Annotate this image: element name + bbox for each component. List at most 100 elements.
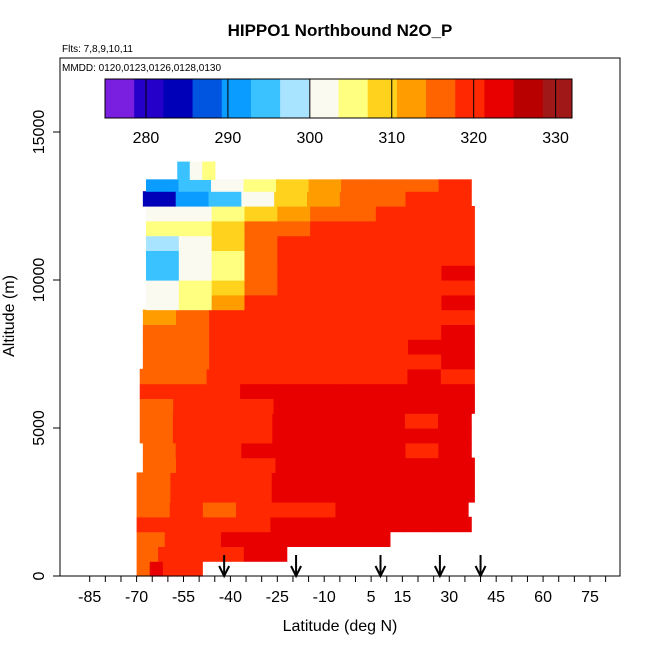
heatmap-cell [242,309,277,325]
heatmap-cell [242,354,277,370]
heatmap-cell [406,179,440,192]
heatmap-cell [370,516,405,533]
heatmap-cell [145,220,180,237]
heatmap-cell [274,442,308,459]
heatmap-cell [342,294,377,311]
heatmap-cell [339,487,374,503]
heatmap-cell [189,161,203,180]
heatmap-cell [438,413,472,429]
heatmap-cell [243,546,266,562]
heatmap-cell [310,206,344,222]
heatmap-cell [374,457,409,473]
heatmap-cell [408,220,443,237]
colorbar-tick-label: 310 [378,130,405,147]
heatmap-cell [136,516,171,533]
heatmap-cell [175,191,210,207]
heatmap-cell [341,179,375,192]
heatmap-cell [310,265,344,281]
heatmap-cell [372,442,407,459]
colorbar-swatch [396,79,427,118]
heatmap-cell [407,398,442,414]
heatmap-cell [222,546,245,562]
heatmap-cell [371,428,406,444]
y-axis-title: Altitude (m) [1,275,18,357]
heatmap-cell [206,383,241,399]
heatmap-cell [145,294,180,311]
heatmap-cell [200,546,223,562]
heatmap-cell [408,280,443,296]
heatmap-cell [405,442,439,459]
x-tick-label: 45 [487,589,505,606]
heatmap-cell [375,280,410,296]
colorbar-swatch [163,79,194,118]
heatmap-cell [271,487,307,503]
heatmap-cell [237,472,273,488]
heatmap-cell [211,206,246,222]
heatmap-cell [372,472,408,488]
heatmap-cell [302,502,337,518]
heatmap-cell [211,235,246,251]
heatmap-cell [404,428,439,444]
heatmap-cell [277,220,311,237]
heatmap-cell [240,383,275,399]
heatmap-cell [275,457,310,473]
colorbar-swatch [280,79,310,118]
heatmap-cell [341,354,376,370]
heatmap-cell [308,324,343,340]
heatmap-cell [136,487,171,503]
heatmap-cell [176,309,210,325]
heatmap-cell [340,368,375,385]
heatmap-cell [142,339,177,355]
y-axis: 0 5000 10000 15000 [31,110,61,580]
heatmap-cell [308,309,343,325]
chart-title: HIPPO1 Northbound N2O_P [228,21,453,40]
x-tick-label: -10 [313,589,336,606]
heatmap-cell [339,442,374,459]
heatmap-cell [172,413,207,429]
heatmap-cell [240,368,275,385]
heatmap-cell [440,472,475,488]
heatmap-cell [158,546,181,562]
heatmap-cell [405,191,439,207]
y-tick-label: 0 [31,571,48,580]
heatmap-cell [441,354,475,370]
heatmap-cell [361,531,391,547]
heatmap-cell [438,191,472,207]
heatmap-cell [139,428,174,444]
heatmap-cell [206,398,241,414]
heatmap-cell [408,294,443,311]
heatmap-cell [139,398,174,414]
heatmap-cell [242,324,277,340]
colorbar-frame [104,78,573,119]
colorbar-tick-label: 330 [542,130,569,147]
heatmap-cell [408,235,443,251]
heatmap-cell [310,220,344,237]
heatmap-cell [173,398,208,414]
heatmap-cell [209,324,243,340]
heatmap-cell [342,235,377,251]
colorbar-swatch [250,79,281,118]
heatmap-cell [277,280,311,296]
x-tick-label: 30 [440,589,458,606]
heatmap-cell [441,250,475,266]
heatmap-cell [408,324,442,340]
heatmap-cell [374,324,409,340]
heatmap-cell [441,206,475,222]
heatmap-cell [176,324,210,340]
heatmap-cell [172,428,207,444]
heatmap-cell [136,531,166,547]
heatmap-cell [372,191,407,207]
x-tick-label: 5 [367,589,376,606]
heatmap-cell [211,220,246,237]
heatmap-cell [241,191,275,207]
heatmap-cell [275,324,310,340]
heatmap-cell [275,309,310,325]
heatmap-cell [440,368,475,385]
colorbar-swatch [367,79,398,118]
heatmap-cell [239,413,273,429]
heatmap-cell [277,206,311,222]
x-tick-label: -25 [266,589,289,606]
heatmap-cell [204,472,239,488]
